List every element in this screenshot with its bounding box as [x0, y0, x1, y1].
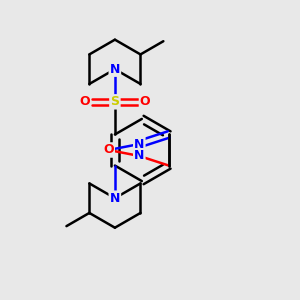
- Text: N: N: [134, 149, 144, 162]
- Text: O: O: [80, 95, 90, 108]
- Text: N: N: [110, 63, 120, 76]
- Text: O: O: [79, 95, 89, 108]
- Text: O: O: [141, 95, 151, 108]
- Text: N: N: [110, 192, 120, 205]
- Text: N: N: [110, 192, 120, 205]
- Text: N: N: [134, 138, 144, 151]
- Text: N: N: [110, 63, 120, 76]
- Text: O: O: [103, 143, 114, 157]
- Text: S: S: [110, 95, 119, 108]
- Text: N: N: [134, 149, 144, 162]
- Text: N: N: [134, 138, 144, 151]
- Text: S: S: [110, 95, 119, 108]
- Text: O: O: [140, 95, 150, 108]
- Text: O: O: [103, 143, 114, 157]
